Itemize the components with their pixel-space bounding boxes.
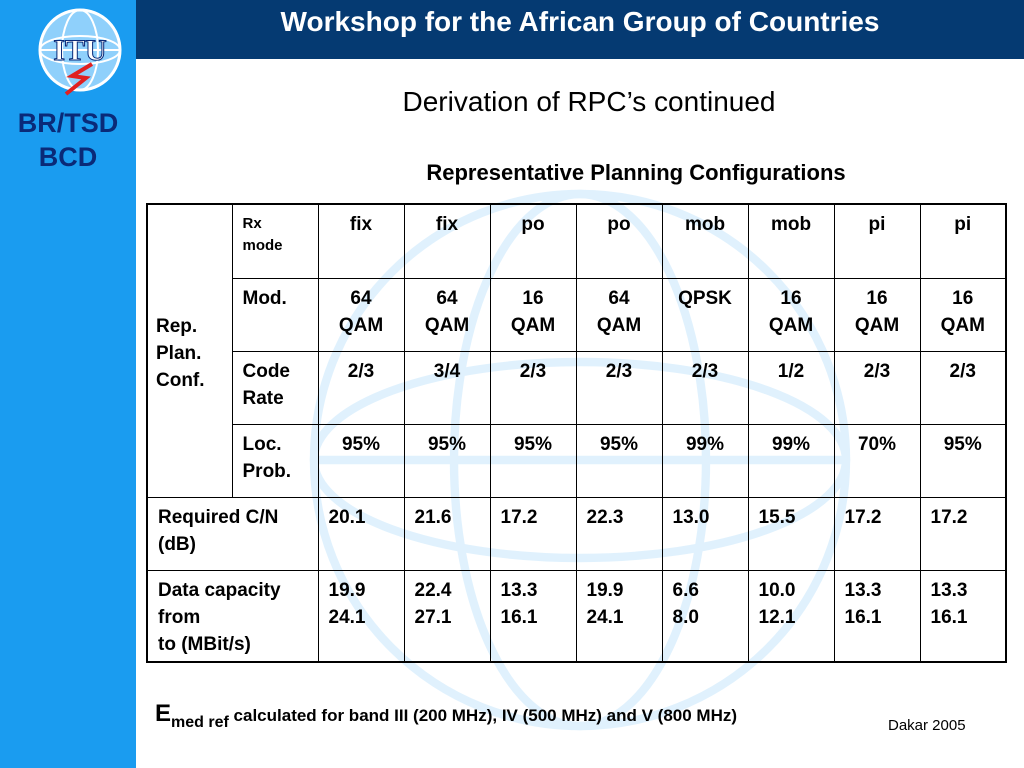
table-row-modulation: Mod. 64 QAM 64 QAM 16 QAM 64 QAM QPSK 16 QAM … [147, 277, 1007, 352]
rx-mode-cell: mob [661, 203, 749, 279]
cn-cell: 13.0 [661, 496, 749, 571]
code-rate-cell: 3/4 [403, 350, 491, 425]
capacity-cell: 13.3 16.1 [919, 569, 1007, 663]
rx-mode-cell: pi [833, 203, 921, 279]
table-row-data-capacity: Data capacity from to (MBit/s) 19.9 24.1 … [146, 569, 1007, 663]
code-rate-cell: 2/3 [661, 350, 749, 425]
rep-plan-conf-label: Rep. Plan. Conf. [146, 203, 233, 498]
code-rate-cell: 2/3 [919, 350, 1007, 425]
mod-cell: 64 QAM [403, 277, 491, 352]
loc-prob-cell: 95% [403, 423, 491, 498]
cn-cell: 15.5 [747, 496, 835, 571]
loc-prob-cell: 95% [317, 423, 405, 498]
cn-cell: 17.2 [489, 496, 577, 571]
rx-mode-cell: fix [317, 203, 405, 279]
table-row-rx-mode: Rep. Plan. Conf. Rx mode fix fix po po m… [146, 203, 1007, 498]
code-rate-cell: 2/3 [833, 350, 921, 425]
code-rate-cell: 2/3 [317, 350, 405, 425]
cn-cell: 17.2 [833, 496, 921, 571]
sidebar-label-line1: BR/TSD [17, 108, 119, 138]
code-rate-cell: 2/3 [489, 350, 577, 425]
footnote-e: E [155, 700, 172, 727]
mod-label: Mod. [231, 277, 319, 352]
mod-cell: 16 QAM [833, 277, 921, 352]
mod-cell: 16 QAM [489, 277, 577, 352]
table-heading: Representative Planning Configurations [426, 160, 846, 185]
rx-mode-cell: po [489, 203, 577, 279]
data-capacity-label: Data capacity from to (MBit/s) [146, 569, 319, 663]
table-row-code-rate: Code Rate 2/3 3/4 2/3 2/3 2/3 1/2 2/3 2/… [147, 350, 1007, 425]
required-cn-label: Required C/N (dB) [146, 496, 319, 571]
loc-prob-cell: 99% [661, 423, 749, 498]
mod-cell: 16 QAM [747, 277, 835, 352]
slide-title: Derivation of RPC’s continued [402, 86, 776, 117]
footnote-subscript: med ref [171, 714, 229, 731]
code-rate-label: Code Rate [231, 350, 319, 425]
footer-location-date: Dakar 2005 [888, 717, 966, 734]
rx-mode-label: Rx mode [231, 203, 319, 279]
cn-cell: 21.6 [403, 496, 491, 571]
sidebar-label: BR/TSD BCD [0, 106, 136, 174]
code-rate-cell: 1/2 [747, 350, 835, 425]
loc-prob-cell: 70% [833, 423, 921, 498]
rx-mode-cell: fix [403, 203, 491, 279]
rx-mode-cell: pi [919, 203, 1007, 279]
header-title: Workshop for the African Group of Countr… [280, 6, 880, 37]
cn-cell: 17.2 [919, 496, 1007, 571]
svg-text:ITU: ITU [53, 34, 106, 67]
rx-mode-cell: mob [747, 203, 835, 279]
rx-mode-cell: po [575, 203, 663, 279]
code-rate-cell: 2/3 [575, 350, 663, 425]
mod-cell: 64 QAM [575, 277, 663, 352]
capacity-cell: 13.3 16.1 [489, 569, 577, 663]
capacity-cell: 19.9 24.1 [575, 569, 663, 663]
sidebar: ITU BR/TSD BCD [0, 0, 136, 768]
capacity-cell: 10.0 12.1 [747, 569, 835, 663]
mod-cell: 16 QAM [919, 277, 1007, 352]
header-bar: Workshop for the African Group of Countr… [136, 0, 1024, 59]
table-row-loc-prob: Loc. Prob. 95% 95% 95% 95% 99% 99% 70% 9… [147, 423, 1007, 498]
loc-prob-cell: 95% [489, 423, 577, 498]
loc-prob-cell: 95% [575, 423, 663, 498]
capacity-cell: 13.3 16.1 [833, 569, 921, 663]
footnote-text: calculated for band III (200 MHz), IV (5… [233, 706, 738, 725]
capacity-cell: 22.4 27.1 [403, 569, 491, 663]
planning-config-table: Rep. Plan. Conf. Rx mode fix fix po po m… [146, 203, 1007, 663]
itu-logo-icon: ITU [38, 8, 122, 96]
cn-cell: 22.3 [575, 496, 663, 571]
loc-prob-label: Loc. Prob. [231, 423, 319, 498]
sidebar-label-line2: BCD [38, 142, 98, 172]
table-row-required-cn: Required C/N (dB) 20.1 21.6 17.2 22.3 13… [146, 496, 1007, 571]
loc-prob-cell: 99% [747, 423, 835, 498]
footnote: Emed ref calculated for band III (200 MH… [155, 700, 738, 731]
loc-prob-cell: 95% [919, 423, 1007, 498]
mod-cell: 64 QAM [317, 277, 405, 352]
mod-cell: QPSK [661, 277, 749, 352]
capacity-cell: 19.9 24.1 [317, 569, 405, 663]
capacity-cell: 6.6 8.0 [661, 569, 749, 663]
cn-cell: 20.1 [317, 496, 405, 571]
